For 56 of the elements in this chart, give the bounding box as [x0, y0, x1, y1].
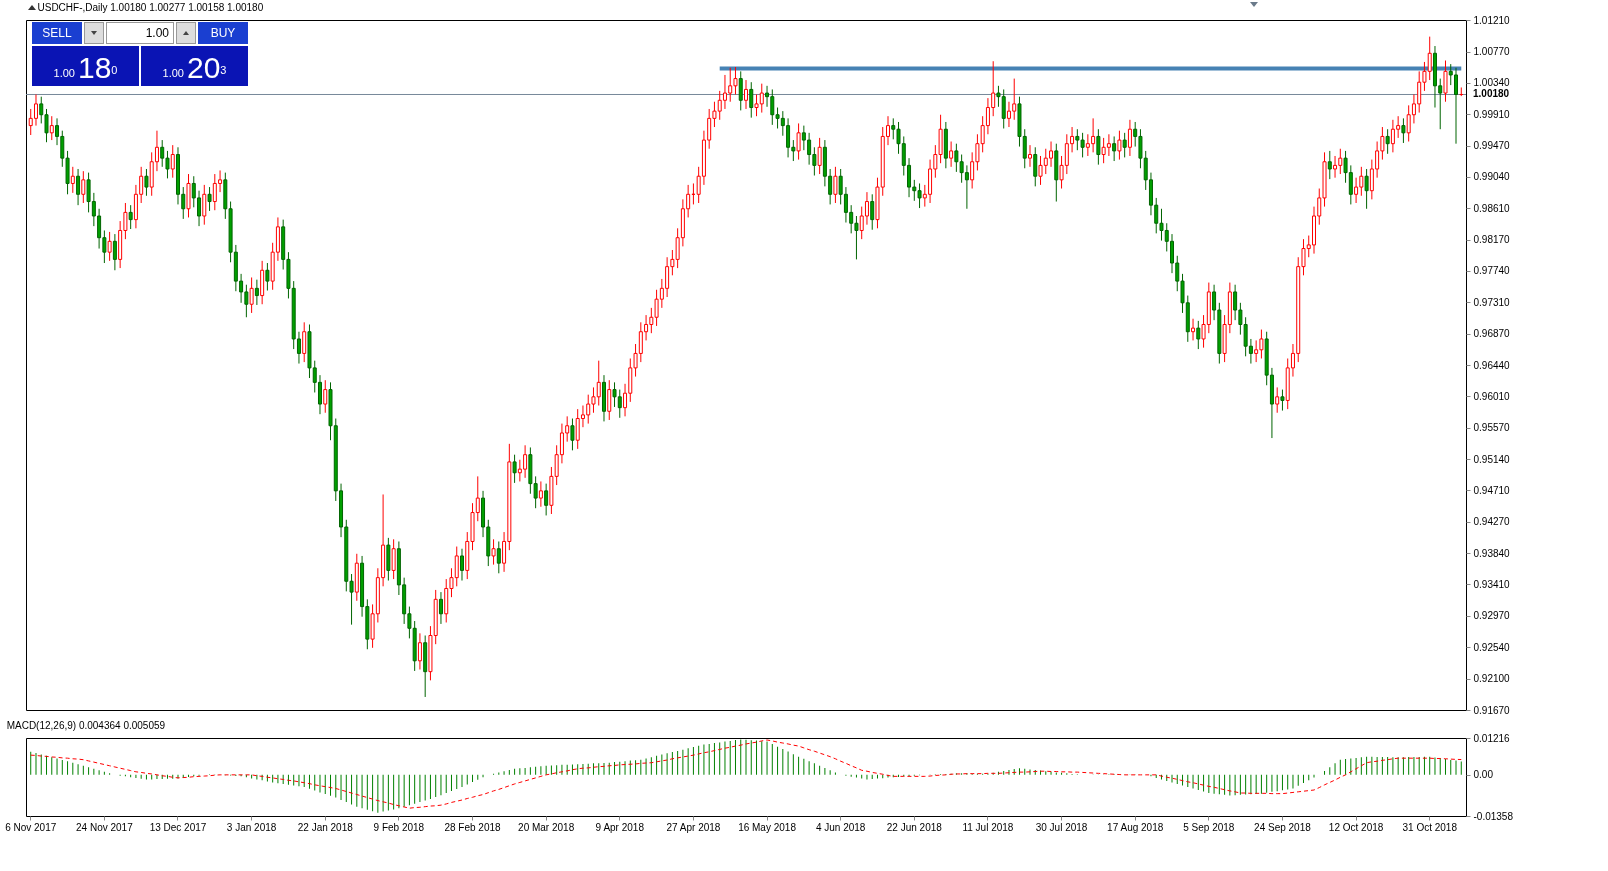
ref-line-label: 1.00180 [1473, 88, 1510, 100]
annotation: 20$^{3}$ [186, 51, 227, 84]
x-tick-label: 12 Oct 2018 [1328, 821, 1384, 833]
y-tick-label: 0.94710 [1473, 484, 1511, 496]
y-tick-label: 0.97310 [1473, 296, 1511, 308]
x-tick-label: 3 Jan 2018 [226, 821, 277, 833]
x-tick-label: 27 Apr 2018 [666, 821, 721, 833]
x-tick-label: 24 Sep 2018 [1254, 821, 1312, 833]
chart-title: MACD(12,26,9) 0.004364 0.005059 [6, 720, 166, 731]
y-tick-label: 0.93840 [1473, 547, 1511, 559]
x-tick-label: 28 Feb 2018 [444, 821, 502, 833]
x-tick-label: 24 Nov 2017 [76, 821, 134, 833]
y-tick-label: 0.98610 [1473, 202, 1511, 214]
x-tick-label: 20 Mar 2018 [518, 821, 575, 833]
annotation: 1.00 [53, 67, 75, 79]
x-tick-label: 11 Jul 2018 [962, 821, 1014, 833]
annotation: SELL [32, 22, 82, 44]
y-tick-label: 0.95140 [1473, 453, 1511, 465]
y-tick-label: -0.01358 [1473, 810, 1514, 822]
y-tick-label: 0.99470 [1473, 140, 1511, 152]
x-tick-label: 16 May 2018 [738, 821, 797, 833]
y-tick-label: 0.91670 [1473, 704, 1511, 716]
annotation: 18$^{0}$ [77, 51, 118, 84]
x-tick-label: 9 Feb 2018 [373, 821, 425, 833]
x-tick-label: 4 Jun 2018 [815, 821, 866, 833]
annotation: 1.00 [106, 22, 174, 44]
x-tick-label: 13 Dec 2017 [149, 821, 207, 833]
y-tick-label: 0.98170 [1473, 234, 1511, 246]
x-tick-label: 6 Nov 2017 [5, 821, 57, 833]
y-tick-label: 0.92970 [1473, 610, 1511, 622]
y-tick-label: 1.01210 [1473, 14, 1511, 26]
annotation: BUY [198, 22, 248, 44]
x-tick-label: 17 Aug 2018 [1107, 821, 1164, 833]
x-tick-label: 22 Jan 2018 [297, 821, 354, 833]
y-tick-label: 0.95570 [1473, 422, 1511, 434]
x-tick-label: 31 Oct 2018 [1402, 821, 1458, 833]
y-tick-label: 0.99910 [1473, 108, 1511, 120]
y-tick-label: 0.96440 [1473, 359, 1511, 371]
x-tick-label: 30 Jul 2018 [1035, 821, 1088, 833]
x-tick-label: 22 Jun 2018 [886, 821, 943, 833]
y-tick-label: 0.00 [1473, 769, 1494, 781]
y-tick-label: 0.94270 [1473, 516, 1511, 528]
y-tick-label: 0.96010 [1473, 390, 1511, 402]
y-tick-label: 1.00770 [1473, 46, 1511, 58]
y-tick-label: 1.00340 [1473, 77, 1511, 89]
annotation: 1.00 [162, 67, 184, 79]
y-tick-label: 0.01216 [1473, 732, 1511, 744]
x-tick-label: 9 Apr 2018 [595, 821, 645, 833]
y-tick-label: 0.92100 [1473, 673, 1511, 685]
chart-title: USDCHF-,Daily 1.00180 1.00277 1.00158 1.00180 [37, 2, 264, 13]
y-tick-label: 0.96870 [1473, 328, 1511, 340]
y-tick-label: 0.93410 [1473, 578, 1511, 590]
y-tick-label: 0.92540 [1473, 641, 1511, 653]
x-tick-label: 5 Sep 2018 [1183, 821, 1235, 833]
y-tick-label: 0.99040 [1473, 171, 1511, 183]
y-tick-label: 0.97740 [1473, 265, 1511, 277]
